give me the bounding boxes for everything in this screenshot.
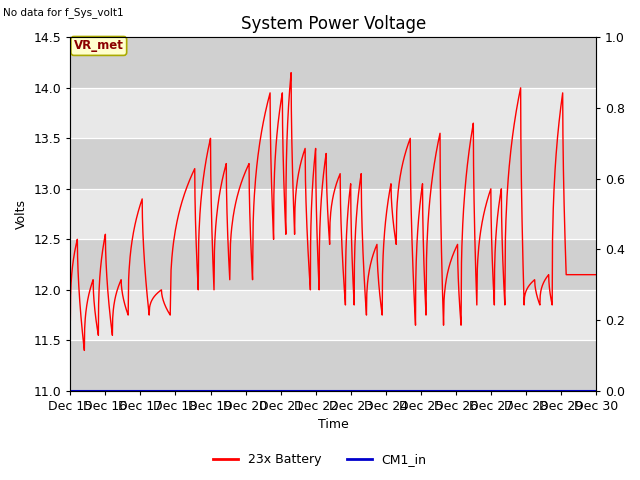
Text: No data for f_Sys_volt1: No data for f_Sys_volt1 <box>3 7 124 18</box>
Bar <box>70 138 596 189</box>
Text: VR_met: VR_met <box>74 39 124 52</box>
Bar <box>70 340 596 391</box>
Title: System Power Voltage: System Power Voltage <box>241 15 426 33</box>
Bar <box>70 290 596 340</box>
Bar <box>70 88 596 138</box>
Bar <box>70 189 596 240</box>
X-axis label: Time: Time <box>318 419 349 432</box>
Bar <box>70 37 596 88</box>
Y-axis label: Volts: Volts <box>15 199 28 229</box>
Bar <box>70 240 596 290</box>
Legend: 23x Battery, CM1_in: 23x Battery, CM1_in <box>208 448 432 471</box>
